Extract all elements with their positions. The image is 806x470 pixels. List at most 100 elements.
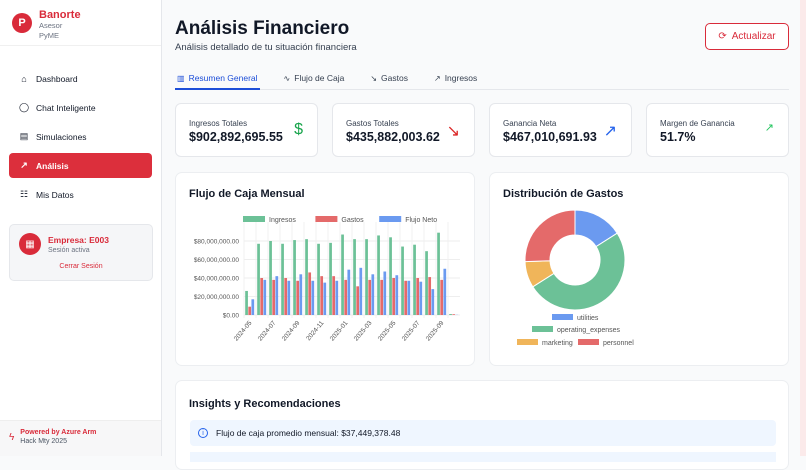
- tab-ingresos[interactable]: ↗Ingresos: [432, 68, 479, 90]
- bar-ingresos: [269, 241, 272, 315]
- bar-gastos: [428, 277, 431, 315]
- bar-flujo-neto: [335, 281, 338, 315]
- brand: P Banorte Asesor PyME: [0, 0, 161, 46]
- refresh-icon: ⟳: [718, 31, 726, 42]
- bar-flujo-neto: [323, 283, 326, 315]
- y-tick-label: $0.00: [223, 313, 240, 320]
- bar-flujo-neto: [299, 274, 302, 315]
- bar-flujo-neto: [383, 272, 386, 315]
- bar-gastos: [404, 281, 407, 315]
- tab-gastos[interactable]: ↘Gastos: [368, 68, 410, 90]
- label: Análisis: [36, 161, 69, 171]
- bar-gastos: [392, 278, 395, 315]
- value: $902,892,695.55: [189, 130, 283, 144]
- tab-resumen[interactable]: ▥ Resumen General: [175, 68, 260, 90]
- tab-flujo[interactable]: ∿Flujo de Caja: [282, 68, 347, 90]
- card-ganancia: Ganancia Neta$467,010,691.93↗: [489, 103, 632, 157]
- bar-ingresos: [281, 244, 284, 315]
- x-tick-label: 2025-07: [401, 319, 422, 342]
- legend-label: Flujo Neto: [405, 217, 437, 224]
- company-card: ▦ Empresa: E003 Sesión activa Cerrar Ses…: [9, 224, 153, 281]
- sidebar-item-chat[interactable]: ◯Chat Inteligente: [9, 95, 152, 120]
- label: Simulaciones: [36, 132, 87, 142]
- bar-flujo-neto: [359, 268, 362, 315]
- chat-icon: ◯: [18, 102, 30, 113]
- bar-ingresos: [365, 239, 368, 315]
- insight-text: Flujo de caja promedio mensual: $37,449,…: [216, 428, 400, 438]
- x-tick-label: 2025-05: [377, 319, 398, 342]
- brand-name: Banorte: [39, 9, 81, 21]
- label: Gastos: [381, 73, 408, 83]
- bar-ingresos: [353, 239, 356, 315]
- bar-gastos: [260, 278, 263, 315]
- bar-flujo-neto: [251, 299, 254, 315]
- value: $467,010,691.93: [503, 130, 597, 144]
- sidebar-item-simulaciones[interactable]: ▤Simulaciones: [9, 124, 152, 149]
- y-tick-label: $40,000,000.00: [194, 276, 240, 283]
- event-name: Hack Mty 2025: [20, 438, 96, 445]
- cashflow-panel: Flujo de Caja Mensual $0.00$20,000,000.0…: [175, 172, 475, 366]
- x-tick-label: 2025-01: [329, 319, 350, 342]
- bar-gastos: [440, 280, 443, 315]
- bar-ingresos: [437, 233, 440, 315]
- bar-gastos: [356, 286, 359, 315]
- label: Resumen General: [189, 73, 258, 83]
- bar-gastos: [368, 280, 371, 315]
- trending-up-icon: ↗: [604, 121, 617, 141]
- bar-flujo-neto: [371, 274, 374, 315]
- brand-sub: PyME: [39, 31, 81, 41]
- bar-gastos: [452, 314, 455, 315]
- legend-swatch: [532, 326, 553, 332]
- label: Actualizar: [732, 31, 776, 42]
- label: Ingresos Totales: [189, 119, 247, 128]
- sidebar: P Banorte Asesor PyME ⌂Dashboard ◯Chat I…: [0, 0, 162, 456]
- slice-personnel: [525, 210, 575, 262]
- insight-item: [190, 452, 776, 462]
- powered-by: Powered by Azure Arm: [20, 429, 96, 436]
- bar-chart-icon: ▥: [177, 74, 185, 83]
- session-status: Sesión activa: [48, 247, 90, 254]
- x-tick-label: 2025-09: [425, 319, 446, 342]
- label: Flujo de Caja: [294, 73, 344, 83]
- footer: ϟ Powered by Azure Arm Hack Mty 2025: [0, 420, 161, 456]
- bar-flujo-neto: [443, 269, 446, 315]
- legend-label: utilities: [577, 315, 599, 322]
- trending-down-icon: ↘: [447, 121, 460, 141]
- sidebar-item-mis-datos[interactable]: ☷ Mis Datos: [9, 182, 152, 207]
- bar-gastos: [380, 280, 383, 315]
- bar-flujo-neto: [419, 282, 422, 315]
- card-ingresos: Ingresos Totales$902,892,695.55$: [175, 103, 318, 157]
- bar-ingresos: [341, 235, 344, 315]
- legend-swatch: [517, 339, 538, 345]
- logout-link[interactable]: Cerrar Sesión: [10, 263, 152, 270]
- x-tick-label: 2024-07: [257, 319, 278, 342]
- bar-flujo-neto: [275, 276, 278, 315]
- bar-ingresos: [413, 245, 416, 315]
- bar-ingresos: [257, 244, 260, 315]
- sidebar-item-analisis[interactable]: ↗Análisis: [9, 153, 152, 178]
- sidebar-item-dashboard[interactable]: ⌂Dashboard: [9, 66, 152, 91]
- refresh-button[interactable]: ⟳ Actualizar: [705, 23, 789, 50]
- y-tick-label: $60,000,000.00: [194, 257, 240, 264]
- database-icon: ☷: [18, 189, 30, 200]
- legend-swatch: [552, 314, 573, 320]
- cashflow-chart: $0.00$20,000,000.00$40,000,000.00$60,000…: [176, 173, 476, 367]
- label: Mis Datos: [36, 190, 74, 200]
- legend-label: Gastos: [341, 217, 364, 224]
- x-tick-label: 2024-05: [233, 319, 254, 342]
- scrollbar-track[interactable]: [800, 0, 806, 456]
- bar-gastos: [320, 276, 323, 315]
- building-icon: ▦: [19, 233, 41, 255]
- info-icon: i: [198, 428, 208, 438]
- brand-sub: Asesor: [39, 21, 81, 31]
- company-name: Empresa: E003: [48, 235, 109, 245]
- bar-gastos: [416, 278, 419, 315]
- zap-icon: ϟ: [9, 432, 14, 448]
- page-subtitle: Análisis detallado de tu situación finan…: [175, 42, 357, 53]
- legend-swatch: [578, 339, 599, 345]
- bar-flujo-neto: [311, 281, 314, 315]
- legend-label: marketing: [542, 340, 573, 347]
